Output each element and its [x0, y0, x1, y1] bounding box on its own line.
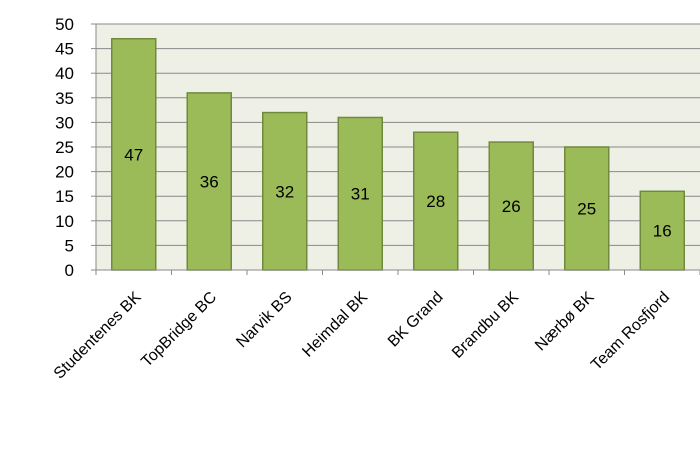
axes: [95, 24, 700, 275]
bar: [262, 111, 308, 271]
bar: [488, 141, 534, 271]
y-tick-label: 35: [55, 89, 74, 108]
y-tick-label: 15: [55, 187, 74, 206]
data-labels: 47 36 32 31 28 26 25 16: [124, 145, 671, 240]
y-tick-label: 0: [65, 261, 74, 280]
bar: [186, 92, 232, 271]
x-tick-label: Nærbø BK: [532, 289, 598, 355]
bars: [111, 38, 685, 271]
x-tick-label: Narvik BS: [233, 289, 295, 351]
x-tick-label: BK Grand: [385, 289, 447, 351]
y-tick-label: 20: [55, 163, 74, 182]
data-label: 36: [200, 172, 219, 191]
bar: [111, 38, 157, 271]
y-tick-label: 25: [55, 138, 74, 157]
bar: [337, 116, 383, 271]
data-label: 31: [351, 185, 370, 204]
x-tick-label: Heimdal BK: [299, 289, 371, 361]
data-label: 26: [502, 197, 521, 216]
y-tick-label: 10: [55, 212, 74, 231]
data-label: 28: [426, 192, 445, 211]
y-tick-labels: 0 5 10 15 20 25 30 35 40 45 50: [55, 15, 74, 280]
y-tick-label: 45: [55, 40, 74, 59]
data-label: 32: [275, 182, 294, 201]
y-tick-label: 5: [65, 236, 74, 255]
x-tick-label: Team Rosfjord: [588, 289, 673, 374]
bar: [413, 131, 459, 271]
y-tick-label: 50: [55, 15, 74, 34]
y-tick-label: 30: [55, 113, 74, 132]
y-tick-label: 40: [55, 64, 74, 83]
x-tick-label: TopBridge BC: [138, 289, 220, 371]
data-label: 16: [653, 222, 672, 241]
bar: [564, 146, 610, 271]
data-label: 25: [577, 200, 596, 219]
bar: [639, 190, 685, 271]
data-label: 47: [124, 145, 143, 164]
x-tick-label: Brandbu BK: [449, 289, 522, 362]
x-tick-label: Studentenes BK: [51, 289, 145, 383]
